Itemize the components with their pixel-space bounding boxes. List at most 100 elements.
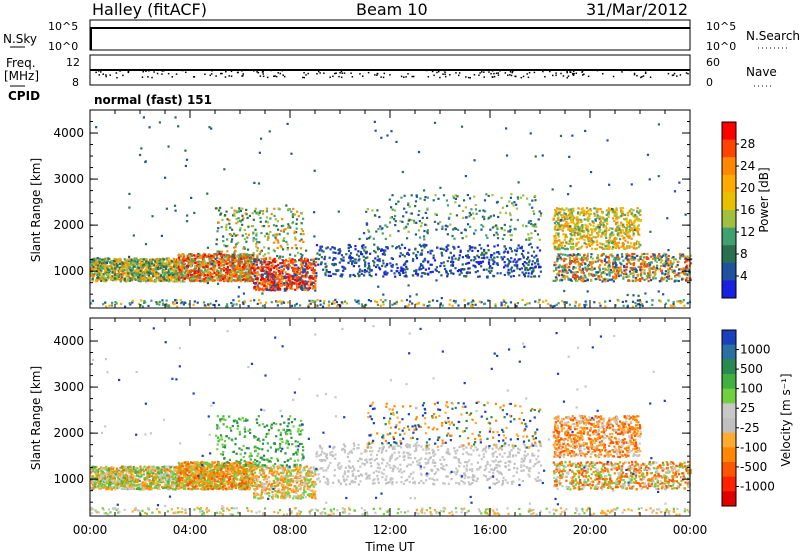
echo-point [421, 264, 424, 267]
echo-point [513, 249, 517, 252]
echo-point [573, 225, 576, 228]
echo-point [439, 220, 442, 224]
echo-point [383, 253, 387, 256]
echo-point [522, 249, 525, 253]
echo-point [93, 266, 96, 270]
echo-point [246, 272, 249, 275]
echo-point [615, 207, 618, 210]
echo-point [265, 263, 268, 266]
nave-dot [102, 73, 104, 75]
echo-point [118, 258, 121, 261]
echo-point [564, 234, 568, 237]
echo-point [179, 269, 182, 273]
echo-point [425, 244, 428, 247]
echo-point [200, 269, 203, 272]
echo-point [106, 277, 109, 280]
echo-point [478, 243, 481, 247]
echo-point [623, 236, 626, 239]
cpid-text: normal (fast) 151 [94, 93, 212, 107]
echo-point [561, 208, 564, 211]
echo-point [117, 271, 121, 275]
echo-point [570, 208, 573, 211]
echo-point [615, 258, 618, 261]
echo-point [212, 260, 215, 263]
echo-point [296, 272, 300, 275]
nsearch-tick-top: 10^5 [706, 20, 736, 33]
echo-point [154, 268, 158, 271]
echo-point [385, 246, 388, 249]
echo-point [133, 274, 136, 277]
echo-point [142, 270, 146, 274]
echo-point [172, 280, 175, 283]
echo-point [208, 256, 212, 260]
echo-point [250, 261, 253, 264]
nave-dot [551, 74, 554, 77]
nave-dot [596, 69, 599, 72]
echo-point [322, 268, 325, 271]
echo-point [164, 272, 167, 275]
echo-point [203, 254, 206, 257]
echo-point [103, 263, 107, 267]
echo-point [130, 278, 134, 281]
echo-point [621, 229, 625, 232]
echo-point [235, 222, 238, 225]
echo-point [607, 215, 610, 219]
echo-point [503, 261, 506, 264]
echo-point [238, 274, 241, 277]
echo-point [103, 262, 107, 265]
echo-point [621, 234, 624, 237]
echo-point [605, 213, 608, 217]
nave-label: Nave [746, 65, 777, 79]
echo-point [107, 270, 110, 273]
echo-point [686, 255, 689, 258]
echo-point [583, 234, 586, 237]
nave-dot [329, 76, 331, 78]
echo-point [583, 218, 586, 221]
echo-point [406, 260, 409, 263]
echo-point [519, 196, 523, 199]
echo-point [283, 237, 286, 240]
echo-point [263, 246, 266, 249]
echo-point [128, 266, 131, 269]
echo-point [292, 207, 295, 211]
echo-point [627, 279, 630, 282]
echo-point [568, 257, 572, 260]
echo-point [230, 265, 233, 268]
echo-point [232, 273, 235, 276]
echo-point [241, 223, 244, 226]
echo-point [152, 268, 155, 271]
echo-point [203, 261, 206, 264]
echo-point [139, 280, 142, 283]
echo-point [185, 257, 188, 261]
nave-dot [257, 71, 260, 74]
echo-point [605, 209, 608, 212]
echo-point [111, 262, 114, 266]
nave-dot [221, 72, 223, 75]
echo-point [493, 234, 496, 237]
echo-point [510, 192, 513, 196]
echo-point [244, 271, 247, 274]
echo-point [622, 277, 625, 280]
echo-point [312, 269, 315, 272]
echo-point [503, 233, 506, 237]
echo-point [403, 207, 406, 210]
echo-point [495, 224, 498, 227]
echo-point [217, 263, 220, 267]
echo-point [239, 257, 243, 260]
echo-point [229, 279, 232, 282]
nave-dot [283, 75, 286, 78]
echo-point [532, 212, 536, 215]
echo-point [237, 261, 240, 264]
nave-dot [640, 76, 642, 79]
echo-point [365, 210, 368, 213]
echo-point [132, 271, 136, 274]
echo-point [221, 218, 224, 222]
echo-point [667, 259, 670, 262]
echo-point [162, 268, 165, 271]
echo-point [146, 273, 149, 276]
echo-point [141, 276, 144, 279]
echo-point [278, 278, 281, 281]
echo-point [142, 265, 145, 268]
echo-point [233, 214, 236, 217]
echo-point [222, 277, 225, 281]
